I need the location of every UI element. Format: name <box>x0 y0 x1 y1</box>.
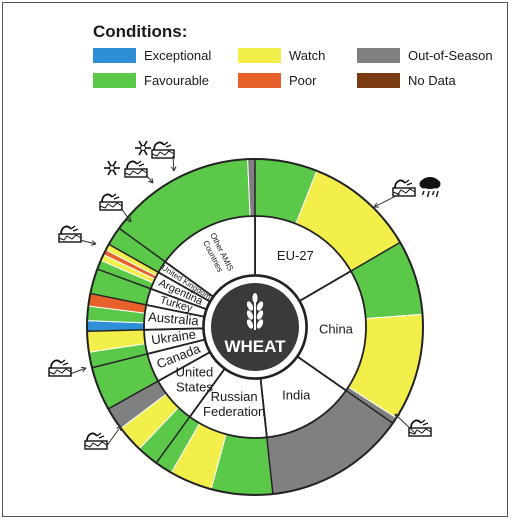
center-badge: WHEAT <box>203 275 307 379</box>
segment-label-ukraine: Ukraine <box>150 327 196 348</box>
legend-label-exceptional: Exceptional <box>144 47 212 63</box>
country-divider <box>155 416 191 464</box>
legend-item-watch: Watch <box>238 47 325 63</box>
legend-label-no-data: No Data <box>408 72 456 88</box>
marker-arrowhead <box>373 202 380 208</box>
marker-arrowhead <box>148 178 154 184</box>
marker-arrow <box>120 207 132 223</box>
marker-arrowhead <box>80 366 87 373</box>
legend-swatch-out-of-season <box>357 47 400 63</box>
legend-item-exceptional: Exceptional <box>93 47 211 63</box>
figure-frame <box>2 2 508 517</box>
country-divider <box>266 437 274 495</box>
center-label: WHEAT <box>224 337 286 356</box>
drought-icon <box>151 141 175 159</box>
frost-icon <box>135 140 151 156</box>
legend-swatch-poor <box>238 72 281 88</box>
outer-ring-border <box>86 158 424 496</box>
country-divider <box>90 292 147 306</box>
segment-label-china: China <box>319 322 354 337</box>
legend-swatch-exceptional <box>93 47 136 63</box>
legend-swatch-no-data <box>357 72 400 88</box>
drought-icon <box>48 359 72 377</box>
drought-icon <box>58 225 82 243</box>
legend-swatch-favourable <box>93 72 136 88</box>
legend-label-out-of-season: Out-of-Season <box>408 47 493 63</box>
country-divider <box>91 353 148 369</box>
drought-icon <box>408 419 432 437</box>
legend-item-poor: Poor <box>238 72 316 88</box>
marker-arrowhead <box>91 240 97 246</box>
legend-item-no-data: No Data <box>357 72 456 88</box>
drought-icon <box>124 160 148 178</box>
marker-arrow <box>105 425 122 448</box>
country-divider <box>350 241 401 272</box>
condition-markers <box>48 140 441 450</box>
segment-label-united-states: United States <box>176 365 214 395</box>
marker-arrowhead <box>116 425 122 432</box>
marker-arrow <box>69 367 87 375</box>
marker-arrow <box>172 155 175 172</box>
marker-arrow <box>394 413 417 435</box>
drought-icon <box>392 179 416 197</box>
marker-arrowhead <box>394 413 400 419</box>
legend-label-poor: Poor <box>289 72 317 88</box>
country-divider <box>108 243 159 273</box>
country-divider <box>107 380 159 410</box>
segment-label-russian-federation: Russian Federation <box>203 389 265 419</box>
drought-icon <box>99 193 123 211</box>
country-divider <box>87 329 145 332</box>
legend-swatch-watch <box>238 47 281 63</box>
segment-label-eu-27: EU-27 <box>277 248 314 263</box>
drought-icon <box>84 432 108 450</box>
segment-label-australia: Australia <box>148 309 200 328</box>
marker-arrow <box>145 174 154 184</box>
country-divider <box>118 227 166 263</box>
segment-label-india: India <box>282 388 311 403</box>
country-divider <box>97 268 152 290</box>
country-segment-other-amis-countries <box>163 215 256 298</box>
marker-arrow <box>79 239 97 245</box>
legend-title: Conditions: <box>93 22 188 41</box>
wheat-icon <box>246 293 264 330</box>
marker-arrowhead <box>126 216 132 223</box>
frost-icon <box>104 160 120 176</box>
legend-label-watch: Watch <box>289 47 326 63</box>
legend-label-favourable: Favourable <box>144 72 210 88</box>
country-segment-china <box>296 269 367 392</box>
inner-ring <box>143 215 367 439</box>
marker-arrow <box>373 193 401 208</box>
outer-ring <box>86 158 424 496</box>
country-divider <box>345 389 394 424</box>
legend-item-favourable: Favourable <box>93 72 209 88</box>
rain-cloud-icon <box>419 177 441 198</box>
legend-item-out-of-season: Out-of-Season <box>357 47 493 63</box>
marker-arrowhead <box>170 166 177 172</box>
